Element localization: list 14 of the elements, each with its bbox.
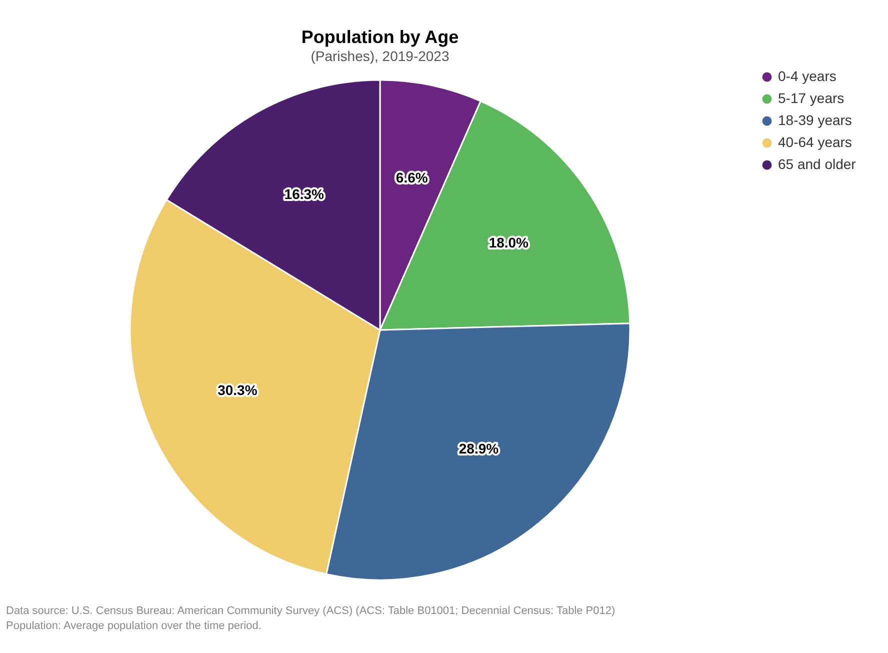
legend-label: 65 and older xyxy=(778,156,856,172)
data-label: 6.6% xyxy=(396,169,428,186)
data-label: 30.3% xyxy=(218,382,258,398)
data-label: 28.9% xyxy=(458,440,500,456)
legend-label: 0-4 years xyxy=(778,68,836,84)
source-note: Data source: U.S. Census Bureau: American Community Survey (ACS) (ACS: Table B01001; Decennial Census: Table P012) xyxy=(6,604,616,619)
chart-subtitle: (Parishes), 2019-2023 xyxy=(310,48,450,64)
data-label: 18.0% xyxy=(488,234,530,251)
legend-label: 18-39 years xyxy=(778,112,852,128)
data-label: 16.3% xyxy=(284,186,325,202)
legend-label: 40-64 years xyxy=(778,134,852,150)
legend-label: 5-17 years xyxy=(778,90,844,106)
chart-title: Population by Age xyxy=(301,27,459,47)
text: Population: Average population over the time period. xyxy=(6,619,262,634)
